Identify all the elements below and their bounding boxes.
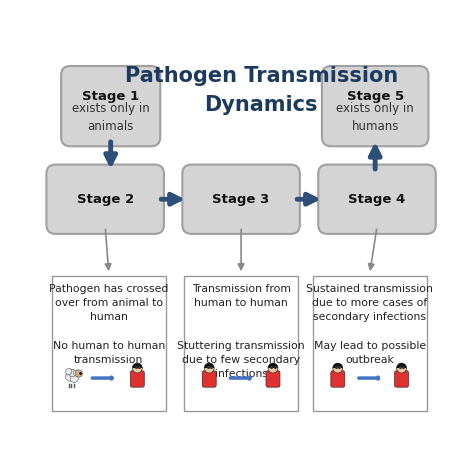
Text: Stage 5: Stage 5	[346, 91, 404, 103]
Text: exists only in
animals: exists only in animals	[72, 102, 150, 133]
Circle shape	[65, 373, 73, 381]
Bar	[337, 370, 339, 373]
Bar	[400, 370, 403, 373]
FancyBboxPatch shape	[130, 371, 144, 387]
Circle shape	[397, 363, 407, 373]
Wedge shape	[333, 363, 343, 368]
Text: Sustained transmission
due to more cases of
secondary infections: Sustained transmission due to more cases…	[306, 284, 433, 322]
FancyBboxPatch shape	[318, 164, 436, 234]
Text: Stage 3: Stage 3	[212, 193, 270, 206]
FancyBboxPatch shape	[46, 164, 164, 234]
FancyBboxPatch shape	[184, 276, 298, 411]
Text: Dynamics: Dynamics	[205, 95, 318, 115]
Circle shape	[132, 363, 142, 373]
Text: exists only in
humans: exists only in humans	[336, 102, 414, 133]
Text: Pathogen has crossed
over from animal to
human: Pathogen has crossed over from animal to…	[49, 284, 169, 322]
Text: May lead to possible
outbreak: May lead to possible outbreak	[314, 341, 426, 365]
Text: Stage 4: Stage 4	[348, 193, 406, 206]
Bar	[208, 370, 210, 373]
FancyBboxPatch shape	[322, 66, 428, 146]
Circle shape	[70, 374, 78, 383]
FancyBboxPatch shape	[202, 371, 216, 387]
FancyBboxPatch shape	[313, 276, 427, 411]
Text: Stage 2: Stage 2	[77, 193, 134, 206]
Text: Pathogen Transmission: Pathogen Transmission	[125, 66, 398, 86]
Circle shape	[73, 370, 80, 376]
Circle shape	[75, 370, 82, 377]
Bar	[136, 370, 139, 373]
Wedge shape	[268, 363, 278, 368]
Circle shape	[268, 363, 278, 373]
FancyBboxPatch shape	[394, 371, 409, 387]
Circle shape	[333, 363, 343, 373]
FancyBboxPatch shape	[331, 371, 345, 387]
FancyBboxPatch shape	[266, 371, 280, 387]
Text: Stage 1: Stage 1	[82, 91, 139, 103]
Circle shape	[65, 369, 72, 375]
Bar	[272, 370, 274, 373]
Wedge shape	[397, 363, 407, 368]
Wedge shape	[132, 363, 142, 368]
Circle shape	[69, 369, 76, 377]
Text: Stuttering transmission
due to few secondary
infections: Stuttering transmission due to few secon…	[177, 341, 305, 379]
FancyBboxPatch shape	[182, 164, 300, 234]
FancyBboxPatch shape	[52, 276, 166, 411]
Text: Transmission from
human to human: Transmission from human to human	[191, 284, 291, 308]
FancyBboxPatch shape	[61, 66, 160, 146]
Circle shape	[204, 363, 214, 373]
Text: No human to human
transmission: No human to human transmission	[53, 341, 165, 365]
Wedge shape	[204, 363, 214, 368]
